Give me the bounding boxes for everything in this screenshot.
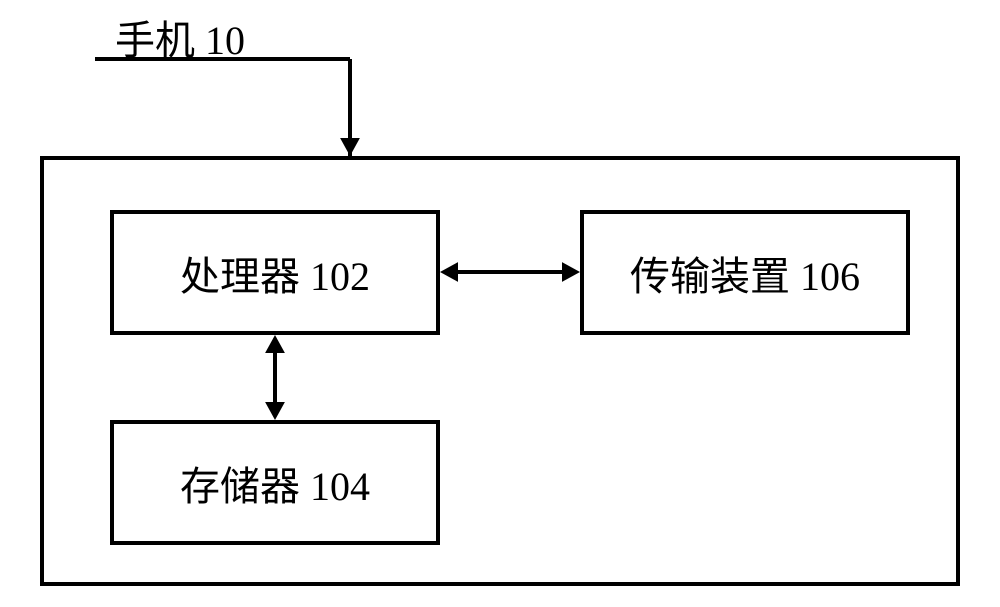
node-transport: 传输装置 106 bbox=[580, 210, 910, 335]
node-processor: 处理器 102 bbox=[110, 210, 440, 335]
node-processor-label: 处理器 102 bbox=[180, 244, 370, 302]
node-memory-label: 存储器 104 bbox=[180, 454, 370, 512]
node-memory: 存储器 104 bbox=[110, 420, 440, 545]
node-transport-label: 传输装置 106 bbox=[630, 244, 860, 302]
diagram-canvas: 手机 10 处理器 102 传输装置 106 存储器 104 bbox=[0, 0, 1000, 607]
diagram-title: 手机 10 bbox=[115, 8, 245, 66]
